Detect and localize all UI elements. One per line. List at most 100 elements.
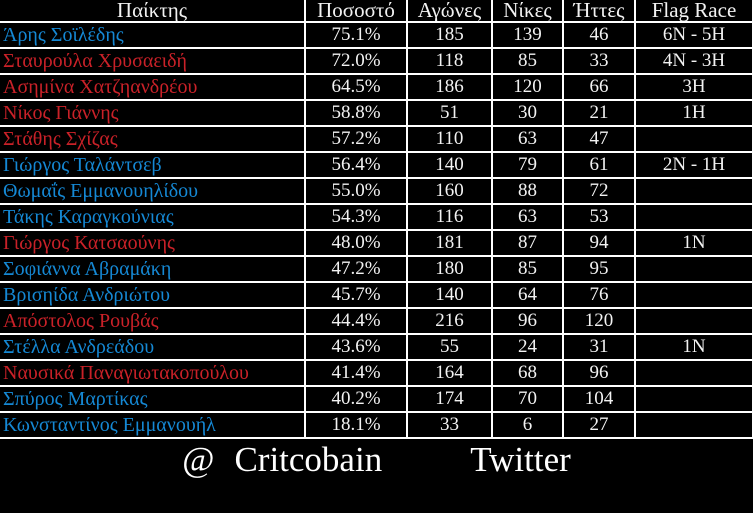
losses-cell: 31: [562, 333, 636, 361]
flag-race-cell: 6N - 5H: [634, 21, 753, 49]
flag-race-cell: [634, 411, 753, 439]
wins-cell: 139: [491, 21, 564, 49]
player-name-cell: Άρης Σοϊλέδης: [0, 21, 306, 49]
table-row: Σταυρούλα Χρυσαειδή 72.0% 118 85 33 4N - 3H: [0, 47, 753, 75]
percent-cell: 55.0%: [304, 177, 408, 205]
percent-cell: 75.1%: [304, 21, 408, 49]
flag-race-cell: [634, 385, 753, 413]
games-cell: 33: [406, 411, 493, 439]
losses-cell: 72: [562, 177, 636, 205]
flag-race-cell: 2N - 1H: [634, 151, 753, 179]
flag-race-cell: [634, 177, 753, 205]
games-cell: 116: [406, 203, 493, 231]
twitter-handle: Critcobain: [234, 440, 383, 479]
wins-cell: 24: [491, 333, 564, 361]
player-stats-table: Παίκτης Ποσοστό Αγώνες Νίκες Ήττες Flag …: [0, 0, 753, 439]
table-row: Σπύρος Μαρτίκας 40.2% 174 70 104: [0, 385, 753, 413]
percent-cell: 47.2%: [304, 255, 408, 283]
attribution-footer: @ Critcobain Twitter: [0, 439, 753, 481]
games-cell: 181: [406, 229, 493, 257]
percent-cell: 44.4%: [304, 307, 408, 335]
table-row: Νίκος Γιάννης 58.8% 51 30 21 1H: [0, 99, 753, 127]
losses-cell: 61: [562, 151, 636, 179]
games-cell: 185: [406, 21, 493, 49]
games-cell: 140: [406, 281, 493, 309]
column-header-wins: Νίκες: [491, 0, 564, 23]
losses-cell: 53: [562, 203, 636, 231]
player-name-cell: Σοφιάννα Αβραμάκη: [0, 255, 306, 283]
losses-cell: 21: [562, 99, 636, 127]
losses-cell: 33: [562, 47, 636, 75]
percent-cell: 72.0%: [304, 47, 408, 75]
flag-race-cell: [634, 203, 753, 231]
wins-cell: 87: [491, 229, 564, 257]
wins-cell: 85: [491, 47, 564, 75]
games-cell: 51: [406, 99, 493, 127]
table-body: Άρης Σοϊλέδης 75.1% 185 139 46 6N - 5H Σταυρού…: [0, 21, 753, 439]
games-cell: 110: [406, 125, 493, 153]
games-cell: 186: [406, 73, 493, 101]
table-row: Ναυσικά Παναγιωτακοπούλου 41.4% 164 68 96: [0, 359, 753, 387]
losses-cell: 47: [562, 125, 636, 153]
losses-cell: 96: [562, 359, 636, 387]
column-header-losses: Ήττες: [562, 0, 636, 23]
wins-cell: 64: [491, 281, 564, 309]
table-row: Στέλλα Ανδρεάδου 43.6% 55 24 31 1N: [0, 333, 753, 361]
percent-cell: 41.4%: [304, 359, 408, 387]
table-row: Στάθης Σχίζας 57.2% 110 63 47: [0, 125, 753, 153]
flag-race-cell: [634, 255, 753, 283]
wins-cell: 63: [491, 125, 564, 153]
flag-race-cell: 3H: [634, 73, 753, 101]
games-cell: 164: [406, 359, 493, 387]
percent-cell: 54.3%: [304, 203, 408, 231]
player-name-cell: Στέλλα Ανδρεάδου: [0, 333, 306, 361]
flag-race-cell: [634, 125, 753, 153]
games-cell: 118: [406, 47, 493, 75]
at-symbol: @: [182, 440, 215, 479]
column-header-games: Αγώνες: [406, 0, 493, 23]
player-name-cell: Θωμαΐς Εμμανουηλίδου: [0, 177, 306, 205]
player-name-cell: Γιώργος Κατσαούνης: [0, 229, 306, 257]
games-cell: 180: [406, 255, 493, 283]
flag-race-cell: [634, 359, 753, 387]
player-name-cell: Σπύρος Μαρτίκας: [0, 385, 306, 413]
losses-cell: 76: [562, 281, 636, 309]
table-row: Θωμαΐς Εμμανουηλίδου 55.0% 160 88 72: [0, 177, 753, 205]
percent-cell: 56.4%: [304, 151, 408, 179]
losses-cell: 46: [562, 21, 636, 49]
player-name-cell: Κωνσταντίνος Εμμανουήλ: [0, 411, 306, 439]
table-row: Κωνσταντίνος Εμμανουήλ 18.1% 33 6 27: [0, 411, 753, 439]
table-row: Γιώργος Ταλάντσεβ 56.4% 140 79 61 2N - 1H: [0, 151, 753, 179]
wins-cell: 79: [491, 151, 564, 179]
player-name-cell: Ασημίνα Χατζηανδρέου: [0, 73, 306, 101]
games-cell: 216: [406, 307, 493, 335]
table-header-row: Παίκτης Ποσοστό Αγώνες Νίκες Ήττες Flag …: [0, 0, 753, 23]
player-name-cell: Σταυρούλα Χρυσαειδή: [0, 47, 306, 75]
flag-race-cell: 4N - 3H: [634, 47, 753, 75]
percent-cell: 58.8%: [304, 99, 408, 127]
table-row: Γιώργος Κατσαούνης 48.0% 181 87 94 1N: [0, 229, 753, 257]
losses-cell: 95: [562, 255, 636, 283]
player-name-cell: Στάθης Σχίζας: [0, 125, 306, 153]
games-cell: 140: [406, 151, 493, 179]
player-name-cell: Τάκης Καραγκούνιας: [0, 203, 306, 231]
table-row: Τάκης Καραγκούνιας 54.3% 116 63 53: [0, 203, 753, 231]
player-name-cell: Νίκος Γιάννης: [0, 99, 306, 127]
wins-cell: 120: [491, 73, 564, 101]
percent-cell: 40.2%: [304, 385, 408, 413]
percent-cell: 43.6%: [304, 333, 408, 361]
losses-cell: 27: [562, 411, 636, 439]
wins-cell: 68: [491, 359, 564, 387]
percent-cell: 48.0%: [304, 229, 408, 257]
flag-race-cell: [634, 281, 753, 309]
percent-cell: 45.7%: [304, 281, 408, 309]
player-name-cell: Βρισηίδα Ανδριώτου: [0, 281, 306, 309]
column-header-flag-race: Flag Race: [634, 0, 753, 23]
platform-label: Twitter: [470, 440, 571, 479]
wins-cell: 96: [491, 307, 564, 335]
column-header-percent: Ποσοστό: [304, 0, 408, 23]
wins-cell: 70: [491, 385, 564, 413]
wins-cell: 6: [491, 411, 564, 439]
wins-cell: 30: [491, 99, 564, 127]
table-row: Βρισηίδα Ανδριώτου 45.7% 140 64 76: [0, 281, 753, 309]
